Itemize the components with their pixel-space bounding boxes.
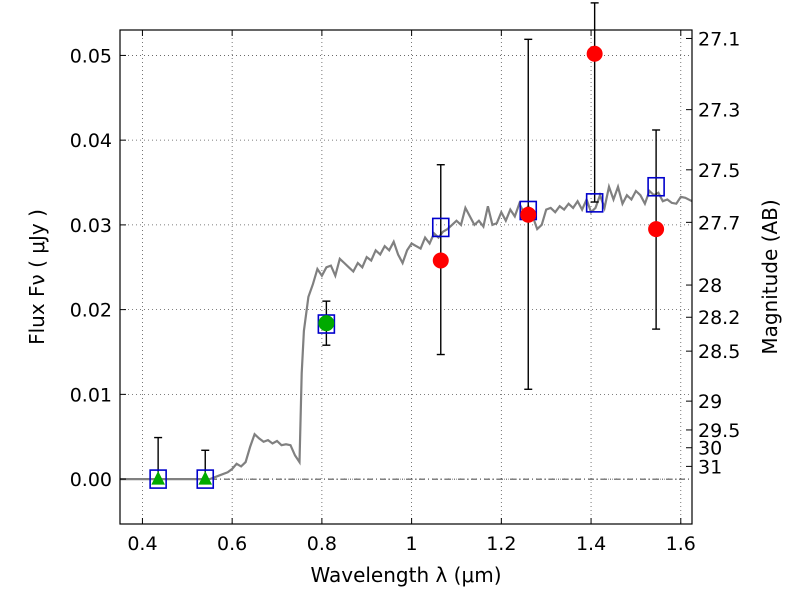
axis-ticks: 0.4 0.6 0.8 1 1.2 1.4 1.6 0.00 0.01 0.02 0.03 0.04 0… [70,28,741,555]
model-spectrum-line [120,182,693,481]
y-tick-label: 0.04 [70,130,112,152]
y2-tick-label: 28.5 [698,341,740,363]
measurement-marker [586,45,603,62]
x-tick-label: 1 [406,533,418,555]
model-photometry-square [196,469,215,489]
x-tick-label: 0.6 [217,533,247,555]
x-tick-label: 1.4 [576,533,606,555]
plot-area [120,2,693,489]
x-tick-label: 0.4 [127,533,157,555]
detection-marker [318,315,335,332]
y2-tick-label: 27.5 [698,160,740,182]
y2-tick-label: 31 [698,456,722,478]
measurement-marker [432,252,449,269]
x-tick-label: 1.6 [666,533,696,555]
y-tick-label: 0.02 [70,300,112,322]
x-tick-label: 0.8 [307,533,337,555]
y2-tick-label: 27.3 [698,100,740,122]
measurement-marker [648,221,665,238]
y2-tick-label: 30 [698,438,722,460]
y-tick-label: 0.01 [70,384,112,406]
model-photometry-square [585,193,604,213]
y2-tick-label: 27.7 [698,212,740,234]
y-axis-label: Flux Fν ( μJy ) [25,209,49,345]
y2-tick-label: 27.1 [698,28,740,50]
measurement-marker [520,206,537,223]
model-photometry-square [317,314,336,334]
y2-tick-label: 29 [698,391,722,413]
plot-frame [119,29,693,525]
x-tick-label: 1.2 [486,533,516,555]
y2-tick-label: 28.2 [698,307,740,329]
y-tick-label: 0.00 [70,469,112,491]
model-photometry-square [431,217,450,238]
upper-limit-triangle [198,470,213,485]
y2-axis-label: Magnitude (AB) [758,199,782,354]
y2-tick-label: 28 [698,275,722,297]
model-photometry-square [149,469,167,489]
y2-tick-label: 29.5 [698,420,740,442]
x-axis-label: Wavelength λ (μm) [310,563,501,587]
y-tick-label: 0.03 [70,215,112,237]
model-photometry-square [647,176,665,197]
y-tick-label: 0.05 [70,45,112,67]
upper-limit-triangle [151,470,165,485]
